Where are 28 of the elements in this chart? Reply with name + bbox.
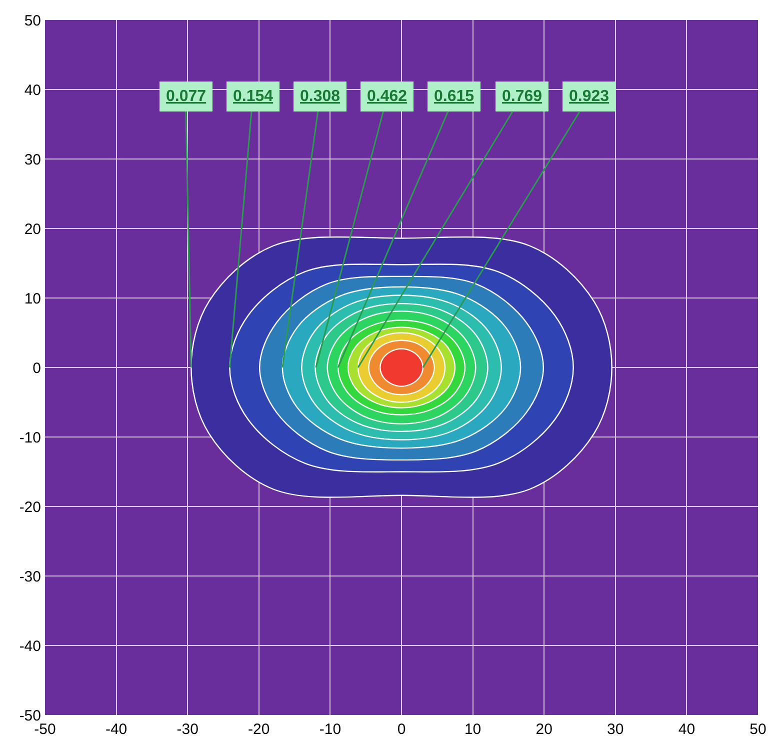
x-tick-label: 0 xyxy=(397,721,406,738)
y-tick-label: 10 xyxy=(24,290,41,308)
annotation: 0.462 xyxy=(367,88,408,105)
x-tick-label: -30 xyxy=(176,721,198,738)
y-tick-label: -50 xyxy=(19,707,41,724)
x-tick-label: -10 xyxy=(319,721,342,738)
annotation: 0.308 xyxy=(300,88,340,105)
y-tick-label: 30 xyxy=(24,151,41,168)
y-tick-label: 0 xyxy=(32,360,41,377)
x-tick-label: 50 xyxy=(750,721,766,738)
x-tick-label: -20 xyxy=(248,721,270,738)
x-tick-label: 20 xyxy=(536,721,552,738)
y-tick-label: 50 xyxy=(24,12,41,30)
annotation: 0.923 xyxy=(569,88,610,105)
y-tick-label: 20 xyxy=(24,220,41,238)
annotation: 0.154 xyxy=(233,88,274,105)
x-tick-label: 40 xyxy=(678,721,696,738)
x-tick-label: -40 xyxy=(105,721,128,738)
y-tick-label: -10 xyxy=(19,429,41,446)
annotation: 0.769 xyxy=(502,88,542,105)
y-tick-label: -20 xyxy=(19,498,41,516)
y-tick-label: 40 xyxy=(24,82,41,99)
annotation: 0.077 xyxy=(166,88,206,105)
x-tick-label: 10 xyxy=(464,721,482,738)
annotation: 0.615 xyxy=(434,88,474,105)
y-tick-label: -30 xyxy=(19,568,41,586)
y-tick-label: -40 xyxy=(19,638,41,655)
x-tick-label: 30 xyxy=(607,721,624,738)
